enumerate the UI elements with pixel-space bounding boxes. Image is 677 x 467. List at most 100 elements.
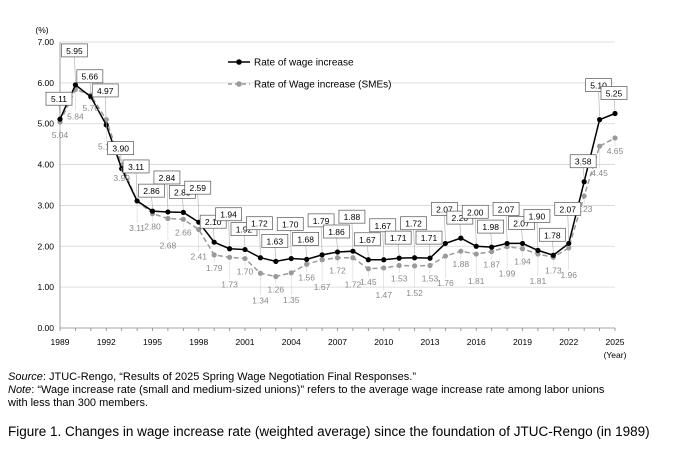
series-all-point-2025: [612, 110, 618, 117]
y-tick-label: 5.00: [37, 119, 54, 129]
series-sme-point-2001: [242, 255, 248, 262]
sme-data-label-1997: 2.66: [175, 227, 192, 237]
series-all-point-2021: [550, 252, 556, 258]
series-sme-point-2008: [350, 255, 356, 261]
label-leader: [567, 214, 570, 241]
series-all-point-2010: [381, 257, 387, 263]
label-leader: [397, 243, 400, 256]
data-label-1994: 3.11: [128, 162, 144, 172]
sme-data-label-2019: 1.94: [514, 257, 531, 267]
sme-data-label-2010: 1.47: [375, 290, 392, 300]
legend-label-all: Rate of wage increase: [254, 58, 354, 69]
label-box: [153, 170, 181, 185]
label-leader: [228, 219, 230, 246]
label-leader: [582, 166, 585, 179]
label-box: [246, 216, 273, 231]
series-sme-point-2019: [519, 246, 526, 252]
label-leader: [151, 196, 153, 209]
data-label-2021: 1.78: [544, 230, 561, 240]
label-leader: [367, 244, 369, 257]
series-all-point-2015: [458, 235, 464, 241]
data-label-2024: 5.10: [590, 81, 607, 91]
data-label-2003: 1.63: [267, 236, 284, 246]
wage-increase-chart: 0.00 1.00 2.00 3.00 4.00 5.00 6.00 7.00 1989 199…: [35, 25, 628, 360]
series-sme-point-2012: [411, 263, 418, 269]
data-label-2016: 2.00: [467, 207, 484, 217]
label-leader: [474, 217, 477, 244]
data-label-1992: 4.97: [97, 86, 114, 96]
label-box: [323, 224, 350, 239]
label-box: [600, 86, 628, 100]
data-label-1989: 5.11: [51, 94, 67, 104]
data-label-2013: 1.71: [421, 233, 438, 243]
label-box: [45, 91, 73, 106]
label-leader: [444, 214, 446, 241]
data-label-2012: 1.72: [405, 219, 422, 229]
data-label-1995: 2.86: [143, 186, 160, 196]
sme-data-label-2016: 1.81: [468, 276, 485, 286]
y-tick-label: 7.00: [37, 37, 54, 47]
sme-data-label-2025: 4.65: [607, 146, 624, 156]
sme-data-label-1994: 3.11: [129, 223, 145, 233]
data-label-2009: 1.67: [359, 235, 376, 245]
label-leader: [212, 227, 215, 240]
sme-data-label-2012: 1.52: [406, 288, 423, 298]
sme-data-label-1992: 5.10: [98, 142, 115, 152]
x-tick-label: 1989: [51, 337, 70, 347]
x-tick-label: 2022: [559, 337, 578, 347]
series-all-point-1989: [57, 116, 63, 122]
data-label-1991: 5.66: [82, 72, 99, 82]
legend-marker-all: [236, 59, 242, 65]
sme-data-label-2007: 1.72: [329, 266, 346, 276]
label-leader: [58, 104, 61, 117]
label-box: [107, 141, 135, 156]
data-label-2017: 1.98: [482, 222, 499, 232]
series-all-point-2023: [581, 179, 587, 185]
label-box: [276, 217, 304, 231]
series-all-point-2004: [288, 255, 294, 262]
y-tick-label: 3.00: [37, 200, 54, 210]
x-tick-label: 2010: [374, 337, 393, 347]
label-leader: [135, 171, 138, 198]
y-tick-label: 0.00: [37, 323, 54, 333]
sme-data-label-2023: 3.23: [576, 204, 593, 214]
y-tick-label: 1.00: [37, 282, 54, 292]
note-line-2: with less than 300 members.: [8, 397, 149, 409]
series-all-point-1995: [149, 208, 156, 214]
note-line-1: : “Wage increase rate (small and medium-…: [31, 384, 605, 396]
series-sme-point-2011: [396, 262, 402, 269]
data-label-1998: 2.59: [189, 183, 206, 193]
label-leader: [552, 240, 554, 253]
label-leader: [598, 90, 600, 117]
label-leader: [104, 95, 107, 122]
series-sme-point-2017: [489, 248, 495, 255]
series-sme-point-2014: [442, 253, 449, 259]
series-all-point-2018: [504, 240, 510, 247]
series-sme-point-2004: [288, 270, 294, 276]
y-axis-ticks: 0.00 1.00 2.00 3.00 4.00 5.00 6.00 7.00: [37, 37, 54, 333]
sme-data-label-1991: 5.70: [83, 103, 100, 113]
label-box: [338, 209, 366, 224]
series-all-point-1999: [211, 239, 217, 245]
label-box: [307, 213, 335, 228]
x-tick-label: 2013: [421, 337, 440, 347]
y-tick-label: 2.00: [37, 241, 54, 251]
series-sme-point-2006: [319, 257, 325, 263]
sme-data-label-2006: 1.67: [314, 282, 331, 292]
series-sme-point-2023: [581, 193, 587, 199]
series-all-point-2008: [350, 248, 356, 254]
label-leader: [336, 236, 338, 250]
series-all-point-2001: [242, 246, 248, 253]
sme-data-label-1993: 3.99: [113, 173, 130, 183]
data-label-2018: 2.07: [498, 204, 515, 214]
label-box: [261, 234, 289, 248]
series-all-point-2000: [226, 246, 233, 252]
sme-data-label-2001: 1.70: [237, 267, 254, 277]
label-leader: [320, 225, 323, 252]
label-leader: [197, 193, 200, 220]
x-axis-ticks: 1989 1992 1995 1998 2001 2004 2007 2010 2013 2016…: [51, 328, 625, 347]
series-all-point-1990: [72, 82, 79, 88]
data-label-2002: 1.72: [251, 219, 268, 229]
series-sme-point-2024: [596, 143, 603, 149]
label-box: [292, 232, 320, 246]
